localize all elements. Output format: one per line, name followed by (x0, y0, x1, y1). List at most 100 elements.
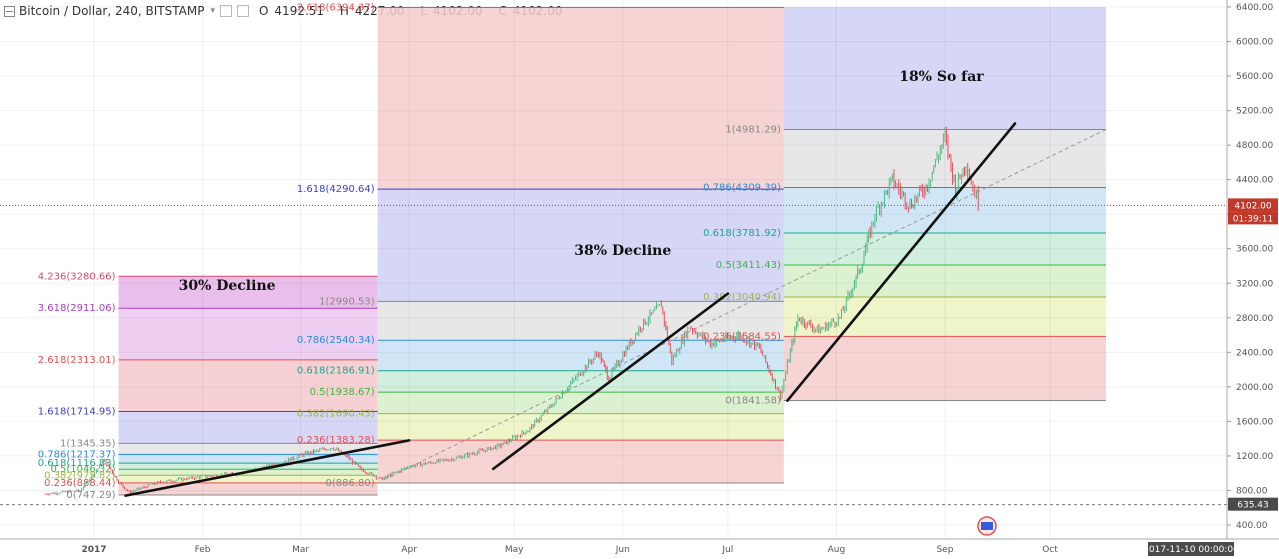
fib-level-label: 0.786(4309.39) (703, 182, 781, 193)
fib-band (118, 276, 378, 309)
dashed-trend-line (384, 129, 1107, 480)
fib-band (783, 233, 1107, 266)
fib-band (118, 475, 378, 483)
last-price-badge (1228, 198, 1278, 212)
annotation-text: 38% Decline (574, 243, 671, 259)
fib-level-label: 0.5(3411.43) (716, 260, 781, 271)
annotation-text: 30% Decline (179, 278, 276, 294)
settings-icon[interactable] (219, 5, 232, 17)
hide-icon[interactable] (236, 5, 249, 17)
fib-band (377, 7, 784, 190)
fib-level-label: 0(886.80) (325, 478, 374, 489)
fib-level-label: 1(4981.29) (725, 124, 781, 135)
fib-level-label: 0(1841.58) (725, 396, 781, 407)
y-tick-label: 2800.00 (1236, 314, 1273, 324)
trendline (786, 122, 1017, 402)
fib-level-label: 1.618(1714.95) (38, 406, 116, 417)
chevron-down-icon[interactable]: ▾ (210, 6, 215, 16)
fib-level-label: 2.618(2313.01) (38, 355, 116, 366)
x-tick-label: May (505, 545, 524, 555)
fib-level-label: 0.382(3040.94) (703, 292, 781, 303)
x-tick-label: Jun (615, 545, 630, 555)
support-badge (1228, 497, 1278, 511)
y-tick-label: 1200.00 (1236, 452, 1273, 462)
fib-level-label: 0.618(3781.92) (703, 228, 781, 239)
fib-level-label: 2.618(6394.37) (297, 2, 375, 13)
fib-band (377, 370, 784, 393)
support-label: 635.43 (1237, 501, 1269, 511)
trendlines[interactable] (124, 122, 1017, 497)
open-value: O 4192.51 (258, 4, 325, 18)
fib-backgrounds (118, 7, 1107, 496)
annotations: 30% Decline 38% Decline 18% So far (179, 69, 985, 294)
fib-band (783, 296, 1107, 337)
y-tick-label: 400.00 (1236, 521, 1268, 531)
crosshair-time-badge (1148, 542, 1234, 556)
fib-band (118, 308, 378, 360)
fib-level-label: 0(747.29) (66, 490, 115, 501)
y-tick-label: 4400.00 (1236, 176, 1273, 186)
fib-level-label: 0.618(2186.91) (297, 366, 375, 377)
trendline (124, 439, 411, 497)
fib-band (377, 189, 784, 302)
grid (0, 0, 1227, 539)
y-tick-label: 6000.00 (1236, 38, 1273, 48)
collapse-icon[interactable] (4, 5, 15, 17)
fib-level-label: 0.786(2540.34) (297, 335, 375, 346)
fib-band (377, 340, 784, 371)
annotation-text: 18% So far (899, 69, 984, 85)
fib-band (118, 482, 378, 496)
crosshair-time-label: 2017-11-10 00:00:00 (1143, 545, 1239, 555)
fib-level-label: 0.382(975.82) (44, 470, 116, 481)
fib-band (783, 7, 1107, 130)
fib-level-label: 0.5(1046.32) (50, 464, 115, 475)
fib-band (118, 454, 378, 464)
y-tick-label: 3200.00 (1236, 279, 1273, 289)
event-flag-icon (980, 522, 993, 530)
y-tick-label: 3600.00 (1236, 245, 1273, 255)
x-tick-label: Oct (1042, 545, 1058, 555)
fib-level-label: 1(2990.53) (319, 296, 375, 307)
x-tick-label: Feb (195, 545, 211, 555)
y-tick-label: 2400.00 (1236, 348, 1273, 358)
x-tick-label: 2017 (81, 545, 106, 555)
time-axis-bg (0, 539, 1279, 559)
countdown-label: 01:39:11 (1233, 214, 1273, 224)
y-tick-label: 800.00 (1236, 486, 1268, 496)
y-tick-label: 1600.00 (1236, 417, 1273, 427)
trendline (491, 292, 730, 471)
fib-level-label: 0.5(1938.67) (310, 387, 375, 398)
y-tick-label: 2000.00 (1236, 383, 1273, 393)
symbol-title[interactable]: Bitcoin / Dollar, 240, BITSTAMP (19, 4, 205, 18)
last-price-label: 4102.00 (1234, 201, 1271, 211)
fib-level-label: 0.236(1383.28) (297, 435, 375, 446)
fib-band (783, 336, 1107, 401)
fib-level-label: 1.618(4290.64) (297, 184, 375, 195)
fib-band (377, 301, 784, 341)
y-tick-label: 5200.00 (1236, 107, 1273, 117)
fib-level-label: 0.618(1116.83) (38, 458, 116, 469)
y-tick-label: 4800.00 (1236, 141, 1273, 151)
y-tick-label: 6400.00 (1236, 3, 1273, 13)
price-axis-bg (1227, 0, 1279, 559)
countdown-badge (1228, 211, 1278, 225)
fib-level-label: 0.382(1690.43) (297, 409, 375, 420)
fib-level-label: 4.236(3280.66) (38, 271, 116, 282)
x-tick-label: Sep (936, 545, 953, 555)
fib-band (783, 265, 1107, 297)
dashed-trend (384, 129, 1107, 480)
y-tick-label: 5600.00 (1236, 72, 1273, 82)
x-tick-label: Mar (292, 545, 309, 555)
fib-band (377, 440, 784, 483)
x-tick-label: Aug (828, 545, 846, 555)
fib-level-label: 0.236(888.44) (44, 478, 116, 489)
fib-band (118, 359, 378, 412)
fib-band (377, 413, 784, 441)
x-tick-label: Apr (401, 545, 417, 555)
fib-level-label: 3.618(2911.06) (38, 303, 116, 314)
x-tick-label: Jul (721, 545, 733, 555)
fib-band (118, 463, 378, 470)
fib-band (118, 411, 378, 444)
